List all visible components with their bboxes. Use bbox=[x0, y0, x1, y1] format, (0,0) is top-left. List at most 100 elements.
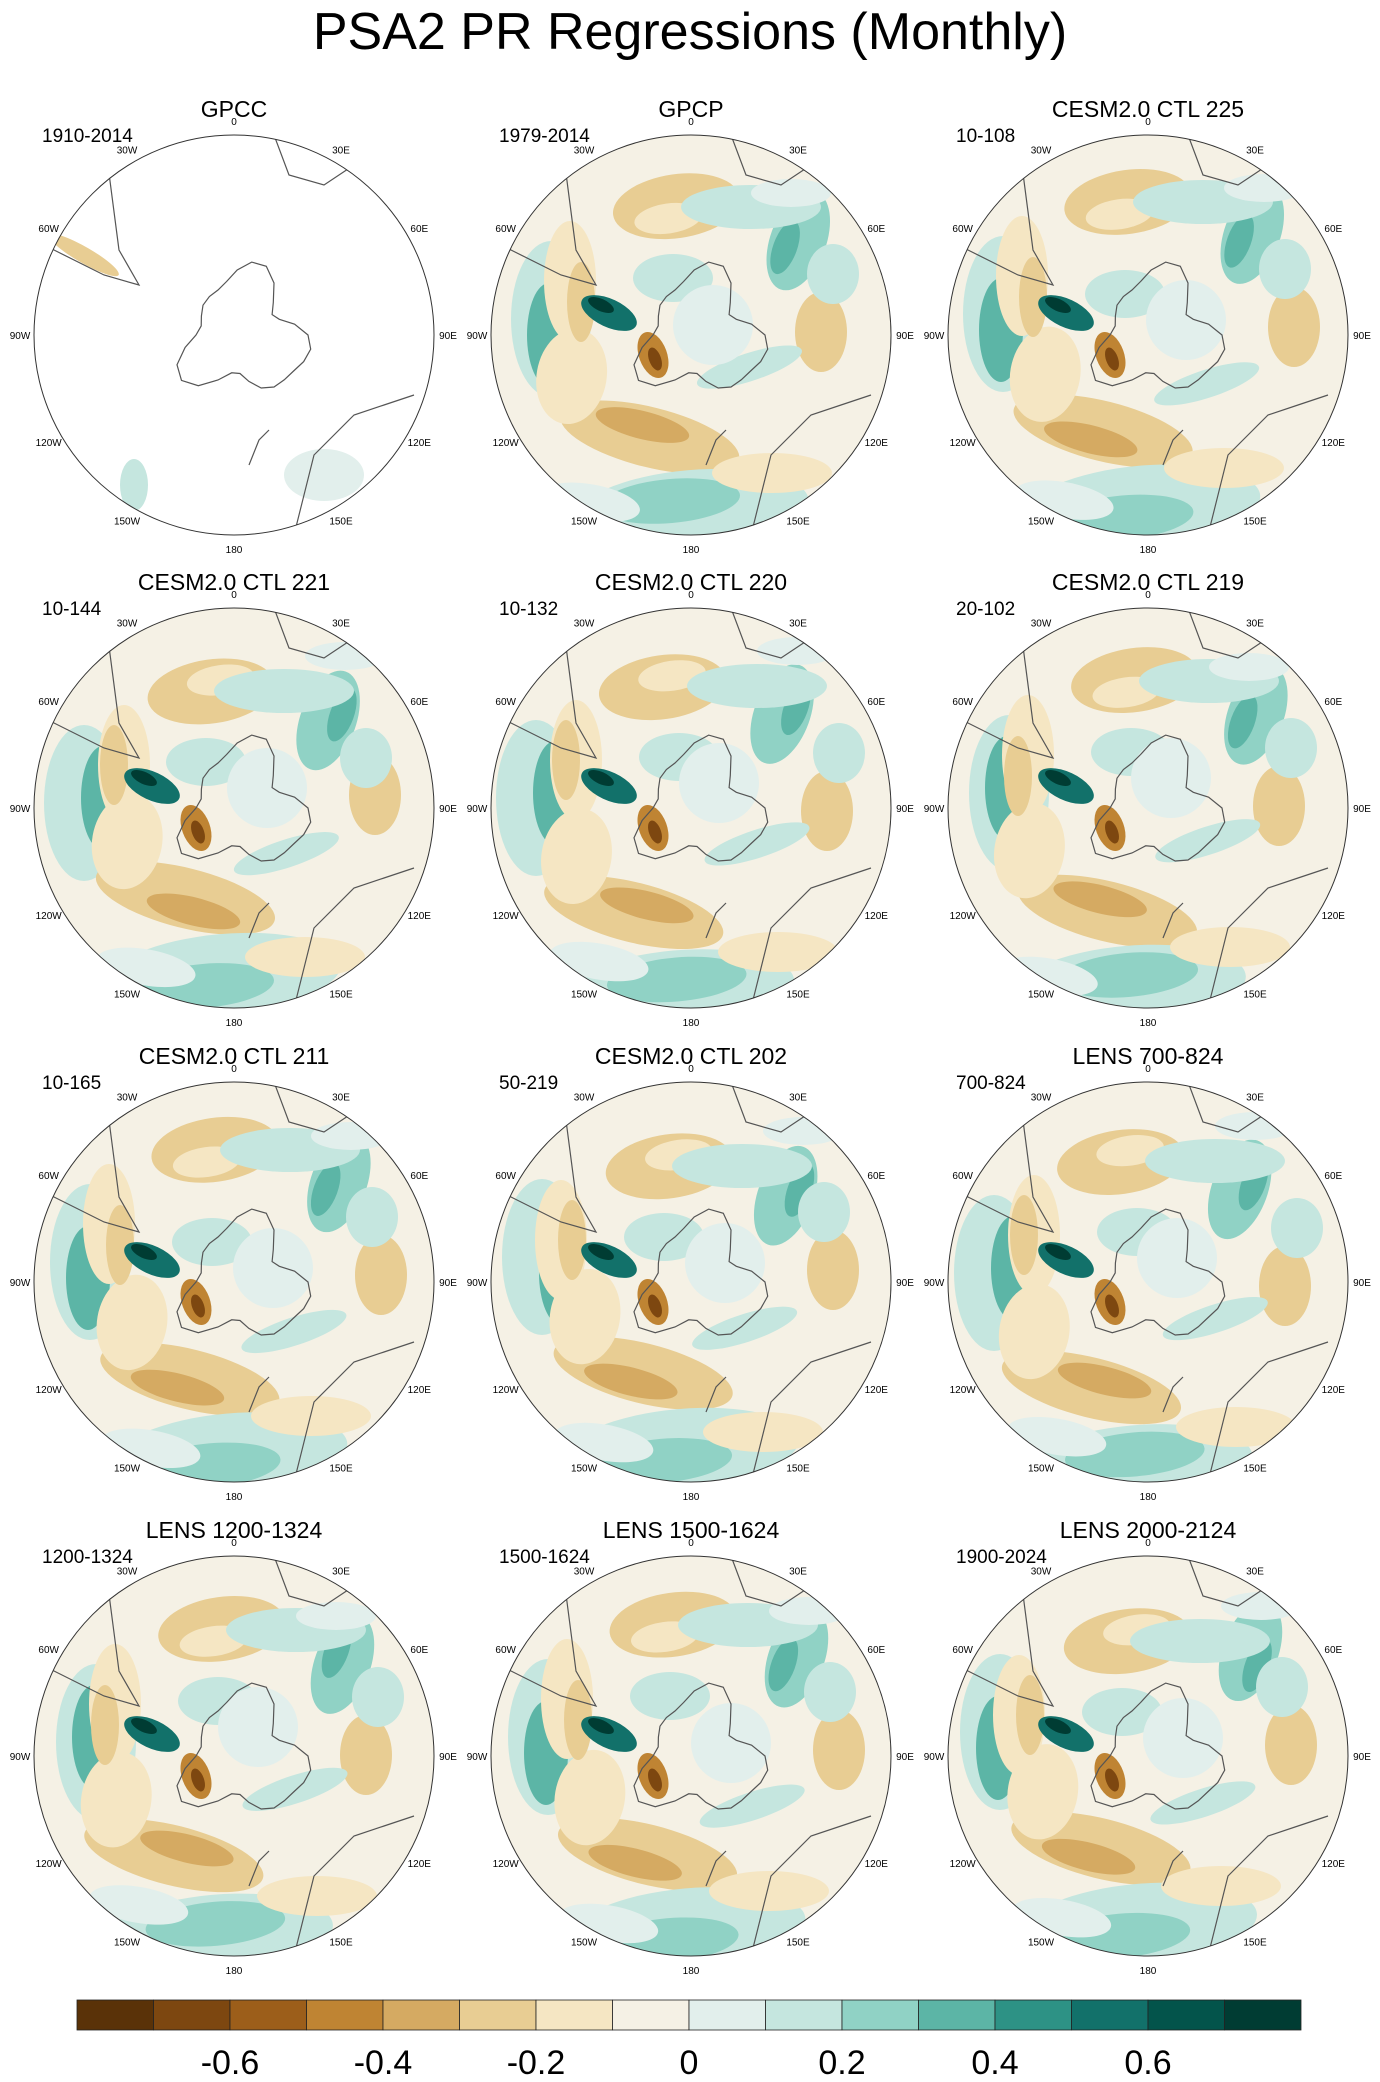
longitude-label: 30W bbox=[117, 619, 138, 630]
panel-title: CESM2.0 CTL 202 bbox=[594, 1043, 788, 1069]
longitude-label: 60E bbox=[410, 697, 428, 708]
longitude-label: 150E bbox=[1243, 989, 1267, 1000]
panel-period: 1200-1324 bbox=[42, 1547, 133, 1568]
longitude-label: 90W bbox=[10, 1752, 31, 1763]
longitude-label: 120E bbox=[408, 438, 432, 449]
longitude-label: 150W bbox=[571, 1937, 598, 1948]
longitude-label: 120E bbox=[1322, 438, 1346, 449]
longitude-label: 30W bbox=[117, 1093, 138, 1104]
coastlines bbox=[948, 1082, 1329, 1482]
precip-field bbox=[491, 1082, 891, 1482]
panel-title: GPCP bbox=[658, 96, 724, 122]
longitude-label: 60E bbox=[867, 1171, 885, 1182]
panel-title: CESM2.0 CTL 211 bbox=[138, 1043, 330, 1069]
longitude-label: 120W bbox=[950, 1859, 977, 1870]
longitude-label: 60W bbox=[495, 1171, 516, 1182]
map-panel: CESM2.0 CTL 220 10-132 0 30E 60E 90E 120E 150E 1… bbox=[461, 568, 921, 1040]
longitude-label: 150W bbox=[571, 989, 598, 1000]
precip-field bbox=[34, 1556, 434, 1956]
longitude-label: 90W bbox=[467, 804, 488, 815]
coastlines bbox=[491, 135, 872, 535]
panel-period: 10-132 bbox=[499, 599, 559, 620]
longitude-label: 90E bbox=[1353, 1752, 1371, 1763]
longitude-label: 150E bbox=[786, 516, 810, 527]
panel-title: LENS 1200-1324 bbox=[145, 1517, 323, 1543]
longitude-label: 150E bbox=[329, 516, 353, 527]
longitude-label: 150W bbox=[571, 516, 598, 527]
colorbar: -0.6 -0.4 -0.2 0 0.2 0.4 0.6 bbox=[76, 1999, 1302, 2082]
precip-field bbox=[948, 1082, 1348, 1482]
longitude-label: 90E bbox=[896, 1752, 914, 1763]
precip-field bbox=[491, 135, 891, 535]
longitude-label: 120E bbox=[1322, 911, 1346, 922]
panel-period: 50-219 bbox=[499, 1073, 559, 1094]
colorbar-tick-label: -0.4 bbox=[354, 2044, 413, 2082]
coastlines bbox=[491, 1082, 872, 1482]
longitude-label: 150E bbox=[786, 1937, 810, 1948]
colorbar-swatch bbox=[229, 1999, 307, 2031]
longitude-label: 0 bbox=[231, 1538, 237, 1549]
longitude-label: 60E bbox=[867, 697, 885, 708]
longitude-label: 150E bbox=[1243, 1463, 1267, 1474]
longitude-label: 90E bbox=[439, 804, 457, 815]
coastlines bbox=[34, 135, 415, 535]
longitude-label: 60E bbox=[410, 224, 428, 235]
polar-map: 0 30E 60E 90E 120E 150E 180 150W 120W 90W 60W 30W bbox=[467, 590, 915, 1029]
longitude-label: 30W bbox=[1031, 1093, 1052, 1104]
longitude-label: 90W bbox=[467, 331, 488, 342]
longitude-label: 60E bbox=[1324, 697, 1342, 708]
longitude-label: 180 bbox=[1140, 1018, 1157, 1029]
longitude-label: 30E bbox=[332, 1093, 350, 1104]
longitude-label: 120W bbox=[36, 911, 63, 922]
longitude-label: 150E bbox=[329, 1937, 353, 1948]
colorbar-swatch bbox=[1224, 1999, 1302, 2031]
longitude-label: 0 bbox=[1145, 1538, 1151, 1549]
coastlines bbox=[34, 1082, 415, 1482]
longitude-label: 30W bbox=[1031, 146, 1052, 157]
precip-field bbox=[491, 608, 891, 1008]
longitude-label: 120E bbox=[865, 1859, 889, 1870]
panel-title: LENS 700-824 bbox=[1072, 1043, 1224, 1069]
longitude-label: 90E bbox=[896, 331, 914, 342]
colorbar-tick-label: 0.6 bbox=[1124, 2044, 1171, 2082]
precip-field bbox=[34, 608, 434, 1008]
longitude-label: 120W bbox=[950, 911, 977, 922]
panel-period: 10-108 bbox=[956, 126, 1016, 147]
longitude-label: 90W bbox=[10, 331, 31, 342]
panel-period: 700-824 bbox=[956, 1073, 1026, 1094]
longitude-label: 30E bbox=[1246, 1567, 1264, 1578]
map-panel: CESM2.0 CTL 202 50-219 0 30E 60E 90E 120E 150E 1… bbox=[461, 1042, 921, 1514]
map-panel: GPCP 1979-2014 0 30E 60E 90E 120E 150E 180 150W 12… bbox=[461, 95, 921, 567]
longitude-label: 90W bbox=[924, 804, 945, 815]
polar-map: 0 30E 60E 90E 120E 150E 180 150W 120W 90W 60W 30W bbox=[10, 1538, 458, 1977]
polar-map: 0 30E 60E 90E 120E 150E 180 150W 120W 90W 60W 30W bbox=[924, 1064, 1372, 1503]
polar-map: 0 30E 60E 90E 120E 150E 180 150W 120W 90W 60W 30W bbox=[467, 1538, 915, 1977]
longitude-label: 60E bbox=[867, 224, 885, 235]
longitude-label: 30E bbox=[1246, 619, 1264, 630]
longitude-label: 150W bbox=[1028, 989, 1055, 1000]
longitude-label: 60E bbox=[410, 1171, 428, 1182]
panel-title: LENS 2000-2124 bbox=[1059, 1517, 1237, 1543]
longitude-label: 60W bbox=[38, 1171, 59, 1182]
longitude-label: 30W bbox=[574, 1093, 595, 1104]
precip-field bbox=[948, 1556, 1348, 1956]
map-panel: CESM2.0 CTL 211 10-165 0 30E 60E 90E 120E 150E 1… bbox=[4, 1042, 464, 1514]
longitude-label: 0 bbox=[688, 1064, 694, 1075]
panel-period: 10-144 bbox=[42, 599, 102, 620]
longitude-label: 120E bbox=[1322, 1859, 1346, 1870]
longitude-label: 120W bbox=[493, 1385, 520, 1396]
longitude-label: 90E bbox=[1353, 331, 1371, 342]
longitude-label: 180 bbox=[226, 1966, 243, 1977]
map-panel: LENS 2000-2124 1900-2024 0 30E 60E 90E 120E 150… bbox=[918, 1516, 1378, 1988]
coastlines bbox=[491, 1556, 872, 1956]
panel-title: CESM2.0 CTL 219 bbox=[1051, 569, 1245, 595]
panel-period: 20-102 bbox=[956, 599, 1016, 620]
longitude-label: 180 bbox=[1140, 545, 1157, 556]
longitude-label: 120E bbox=[865, 911, 889, 922]
longitude-label: 180 bbox=[1140, 1492, 1157, 1503]
longitude-label: 30E bbox=[789, 146, 807, 157]
longitude-label: 60W bbox=[952, 224, 973, 235]
longitude-label: 60W bbox=[38, 224, 59, 235]
longitude-label: 150E bbox=[1243, 516, 1267, 527]
longitude-label: 0 bbox=[688, 590, 694, 601]
